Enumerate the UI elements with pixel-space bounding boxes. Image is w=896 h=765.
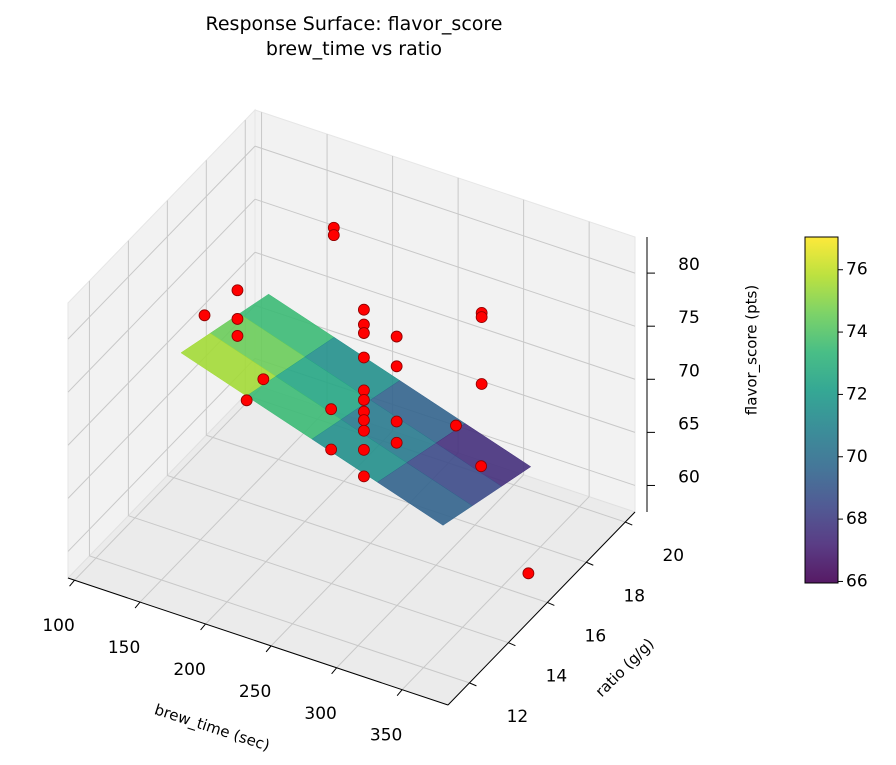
data-point (327, 229, 340, 242)
grid-line (167, 474, 548, 603)
x-tick-label: 350 (370, 726, 402, 746)
data-point (357, 394, 370, 406)
colorbar-tick-label: 74 (846, 322, 868, 342)
data-point (475, 378, 488, 390)
y-tick-label: 14 (546, 667, 568, 687)
y-tick-label: 18 (623, 586, 645, 606)
data-point (240, 394, 253, 407)
grid-line (401, 496, 590, 691)
data-point (257, 373, 270, 386)
axis-line (447, 511, 636, 706)
grid-line (254, 145, 636, 274)
data-point (357, 443, 370, 456)
data-point (450, 419, 462, 432)
data-point (522, 567, 535, 580)
x-tick (331, 667, 338, 675)
data-point (390, 330, 403, 343)
data-point (357, 470, 370, 483)
colorbar-tick-label: 70 (846, 447, 868, 467)
y-tick (586, 561, 594, 566)
data-point (475, 311, 488, 324)
data-point (390, 415, 403, 428)
x-tick-label: 250 (239, 682, 271, 702)
y-tick (547, 602, 555, 606)
y-tick (508, 642, 516, 647)
x-tick (265, 645, 272, 653)
z-tick-label: 65 (678, 414, 700, 434)
surface-patch (377, 462, 473, 526)
grid-line (254, 251, 636, 380)
y-tick (469, 682, 477, 687)
data-point (231, 313, 244, 325)
y-tick-label: 20 (662, 546, 684, 566)
x-tick (200, 623, 206, 631)
x-axis-label: brew_time (sec) (152, 700, 272, 755)
x-tick-label: 100 (42, 616, 74, 636)
grid-line (67, 198, 256, 393)
grid-line (67, 251, 256, 446)
grid-line (67, 358, 256, 552)
x-tick (134, 601, 141, 609)
data-point (198, 309, 211, 322)
x-tick-label: 300 (304, 704, 336, 724)
chart-title: Response Surface: flavor_score brew_time… (205, 13, 503, 60)
data-point (390, 360, 403, 373)
data-point (475, 460, 488, 473)
y-tick-label: 12 (507, 707, 529, 727)
data-point (357, 303, 370, 316)
z-tick-label: 70 (678, 361, 700, 381)
colorbar-tick-label: 72 (846, 384, 868, 404)
data-point (231, 330, 244, 342)
data-point (357, 424, 370, 437)
x-tick (69, 579, 75, 587)
colorbar-tick-label: 76 (846, 260, 868, 280)
grid-line (206, 434, 587, 563)
grid-line (139, 408, 328, 603)
grid-line (336, 474, 524, 669)
x-tick-label: 200 (173, 660, 205, 680)
colorbar (804, 236, 839, 584)
data-point (325, 443, 338, 456)
y-tick-label: 16 (585, 626, 607, 646)
grid-line (89, 555, 470, 684)
grid-line (67, 145, 256, 340)
data-point (231, 284, 244, 297)
grid-line (128, 515, 509, 644)
z-tick-label: 80 (678, 255, 700, 275)
grid-line (254, 304, 636, 433)
y-tick (625, 521, 633, 526)
data-point (390, 436, 403, 449)
x-tick (396, 689, 403, 696)
data-point (357, 327, 370, 339)
z-axis-label: flavor_score (pts) (743, 285, 762, 415)
z-tick-label: 75 (678, 308, 700, 328)
grid-line (254, 198, 636, 327)
colorbar-tick-label: 66 (846, 571, 868, 591)
grid-line (74, 386, 262, 581)
data-point (325, 403, 338, 416)
x-tick-label: 150 (108, 638, 140, 658)
axis-line (67, 577, 449, 706)
z-tick-label: 60 (678, 467, 700, 487)
data-point (357, 414, 370, 427)
colorbar-tick-label: 68 (846, 509, 868, 529)
data-point (357, 351, 370, 364)
